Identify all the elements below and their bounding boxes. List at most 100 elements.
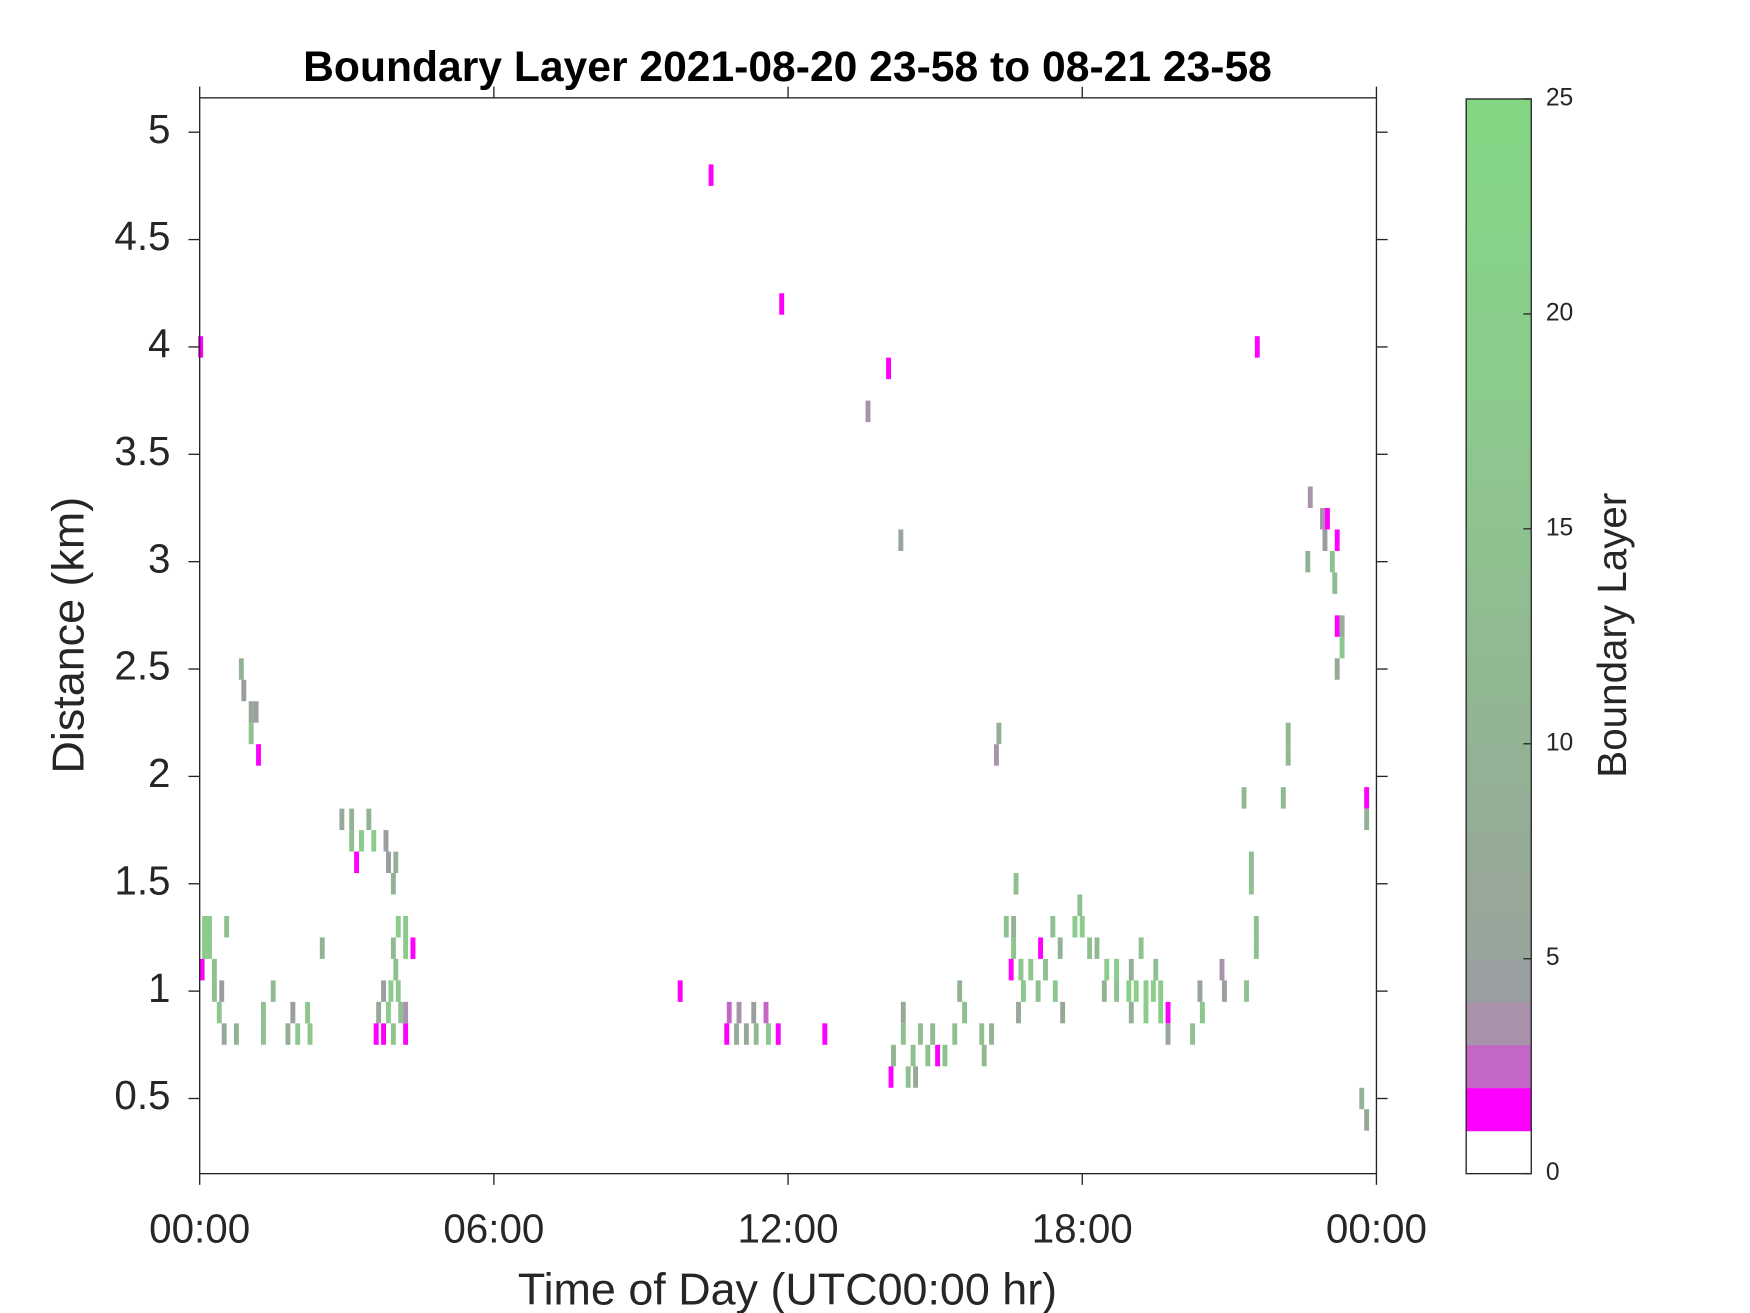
- colorbar-band: [1466, 1130, 1532, 1175]
- heatmap-cell: [1221, 980, 1227, 1002]
- colorbar-band: [1466, 786, 1532, 831]
- heatmap-cell: [1158, 1001, 1164, 1024]
- heatmap-cells: [198, 164, 1370, 1131]
- heatmap-cell: [1253, 937, 1259, 959]
- heatmap-cell: [1364, 787, 1370, 809]
- colorbar-band: [1466, 98, 1532, 143]
- heatmap-cell: [393, 851, 399, 874]
- colorbar-tick-label: 0: [1546, 1159, 1560, 1186]
- heatmap-cell: [957, 980, 963, 1002]
- x-axis-label: Time of Day (UTC00:00 hr): [518, 1263, 1057, 1313]
- heatmap-cell: [979, 1023, 985, 1045]
- colorbar-band: [1466, 313, 1532, 358]
- x-tick-label: 12:00: [738, 1206, 839, 1252]
- heatmap-cell: [386, 851, 391, 874]
- heatmap-cell: [677, 980, 683, 1002]
- colorbar-band: [1466, 614, 1532, 659]
- heatmap-cell: [989, 1023, 994, 1045]
- heatmap-cell: [993, 744, 999, 766]
- heatmap-cell: [390, 1023, 396, 1045]
- heatmap-cell: [1016, 1001, 1021, 1024]
- y-tick-label: 3: [148, 535, 170, 581]
- heatmap-cell: [1364, 1109, 1370, 1131]
- heatmap-cell: [1334, 615, 1340, 637]
- heatmap-cell: [952, 1023, 958, 1045]
- colorbar-band: [1466, 1087, 1532, 1132]
- heatmap-cell: [898, 529, 904, 551]
- heatmap-cell: [403, 1001, 409, 1024]
- heatmap-cell: [307, 1023, 313, 1045]
- y-tick-label: 0.5: [114, 1072, 170, 1118]
- y-tick-label: 2: [148, 750, 170, 796]
- heatmap-cell: [253, 701, 259, 723]
- heatmap-cell: [1079, 915, 1085, 938]
- heatmap-cell: [381, 980, 387, 1002]
- heatmap-cell: [708, 164, 714, 186]
- heatmap-cell: [1133, 980, 1139, 1002]
- heatmap-cell: [1364, 808, 1370, 831]
- heatmap-cell: [202, 915, 208, 938]
- heatmap-cell: [1038, 937, 1044, 959]
- heatmap-cell: [981, 1044, 987, 1067]
- heatmap-cell: [1285, 744, 1291, 766]
- heatmap-cell: [199, 958, 205, 981]
- heatmap-cell: [260, 1001, 266, 1024]
- heatmap-cell: [260, 1023, 266, 1045]
- colorbar-band: [1466, 528, 1532, 573]
- heatmap-cell: [913, 1066, 918, 1088]
- heatmap-cell: [390, 873, 396, 895]
- heatmap-cell: [1003, 915, 1009, 938]
- heatmap-cell: [248, 701, 254, 723]
- colorbar-band: [1466, 571, 1532, 616]
- heatmap-cell: [376, 1001, 382, 1024]
- heatmap-cell: [917, 1023, 923, 1045]
- colorbar-tick-label: 25: [1546, 84, 1573, 111]
- x-tick-label: 18:00: [1032, 1206, 1133, 1252]
- heatmap-cell: [1043, 958, 1048, 981]
- heatmap-cell: [1052, 980, 1058, 1002]
- heatmap-cell: [207, 937, 212, 959]
- y-tick-label: 4: [148, 321, 170, 367]
- heatmap-cell: [371, 830, 377, 852]
- x-tick-label: 06:00: [443, 1206, 544, 1252]
- heatmap-cell: [1197, 980, 1203, 1002]
- heatmap-cell: [234, 1023, 239, 1045]
- heatmap-cell: [1305, 550, 1311, 573]
- heatmap-cell: [765, 1023, 771, 1045]
- chart-title: Boundary Layer 2021-08-20 23-58 to 08-21…: [303, 43, 1272, 91]
- heatmap-cell: [1244, 980, 1249, 1002]
- colorbar-tick-label: 20: [1546, 299, 1573, 326]
- y-axis-label: Distance (km): [43, 497, 94, 774]
- heatmap-cell: [270, 980, 276, 1002]
- colorbar-band: [1466, 399, 1532, 444]
- heatmap-cell: [1150, 980, 1156, 1002]
- heatmap-cell: [349, 830, 355, 852]
- heatmap-cell: [1241, 787, 1247, 809]
- heatmap-cell: [1143, 1001, 1149, 1024]
- heatmap-cell: [1126, 980, 1132, 1002]
- heatmap-cell: [1165, 1023, 1171, 1045]
- colorbar-band: [1466, 743, 1532, 788]
- heatmap-cell: [1094, 937, 1100, 959]
- heatmap-cell: [763, 1001, 769, 1024]
- heatmap-cell: [1011, 915, 1017, 938]
- heatmap-cell: [366, 808, 372, 831]
- heatmap-cell: [1087, 937, 1093, 959]
- heatmap-cell: [822, 1023, 828, 1045]
- heatmap-cell: [349, 808, 355, 831]
- heatmap-cell: [1060, 1001, 1066, 1024]
- colorbar-band: [1466, 915, 1532, 960]
- colorbar-band: [1466, 356, 1532, 401]
- heatmap-cell: [390, 937, 396, 959]
- colorbar-band: [1466, 829, 1532, 874]
- heatmap-cell: [1028, 958, 1034, 981]
- heatmap-cell: [373, 1023, 379, 1045]
- heatmap-cell: [1199, 1001, 1205, 1024]
- heatmap-cell: [1101, 980, 1107, 1002]
- heatmap-cell: [1072, 915, 1078, 938]
- heatmap-cell: [1334, 529, 1340, 551]
- heatmap-cell: [779, 293, 785, 315]
- x-tick-label: 00:00: [149, 1206, 250, 1252]
- heatmap-cell: [1339, 636, 1345, 659]
